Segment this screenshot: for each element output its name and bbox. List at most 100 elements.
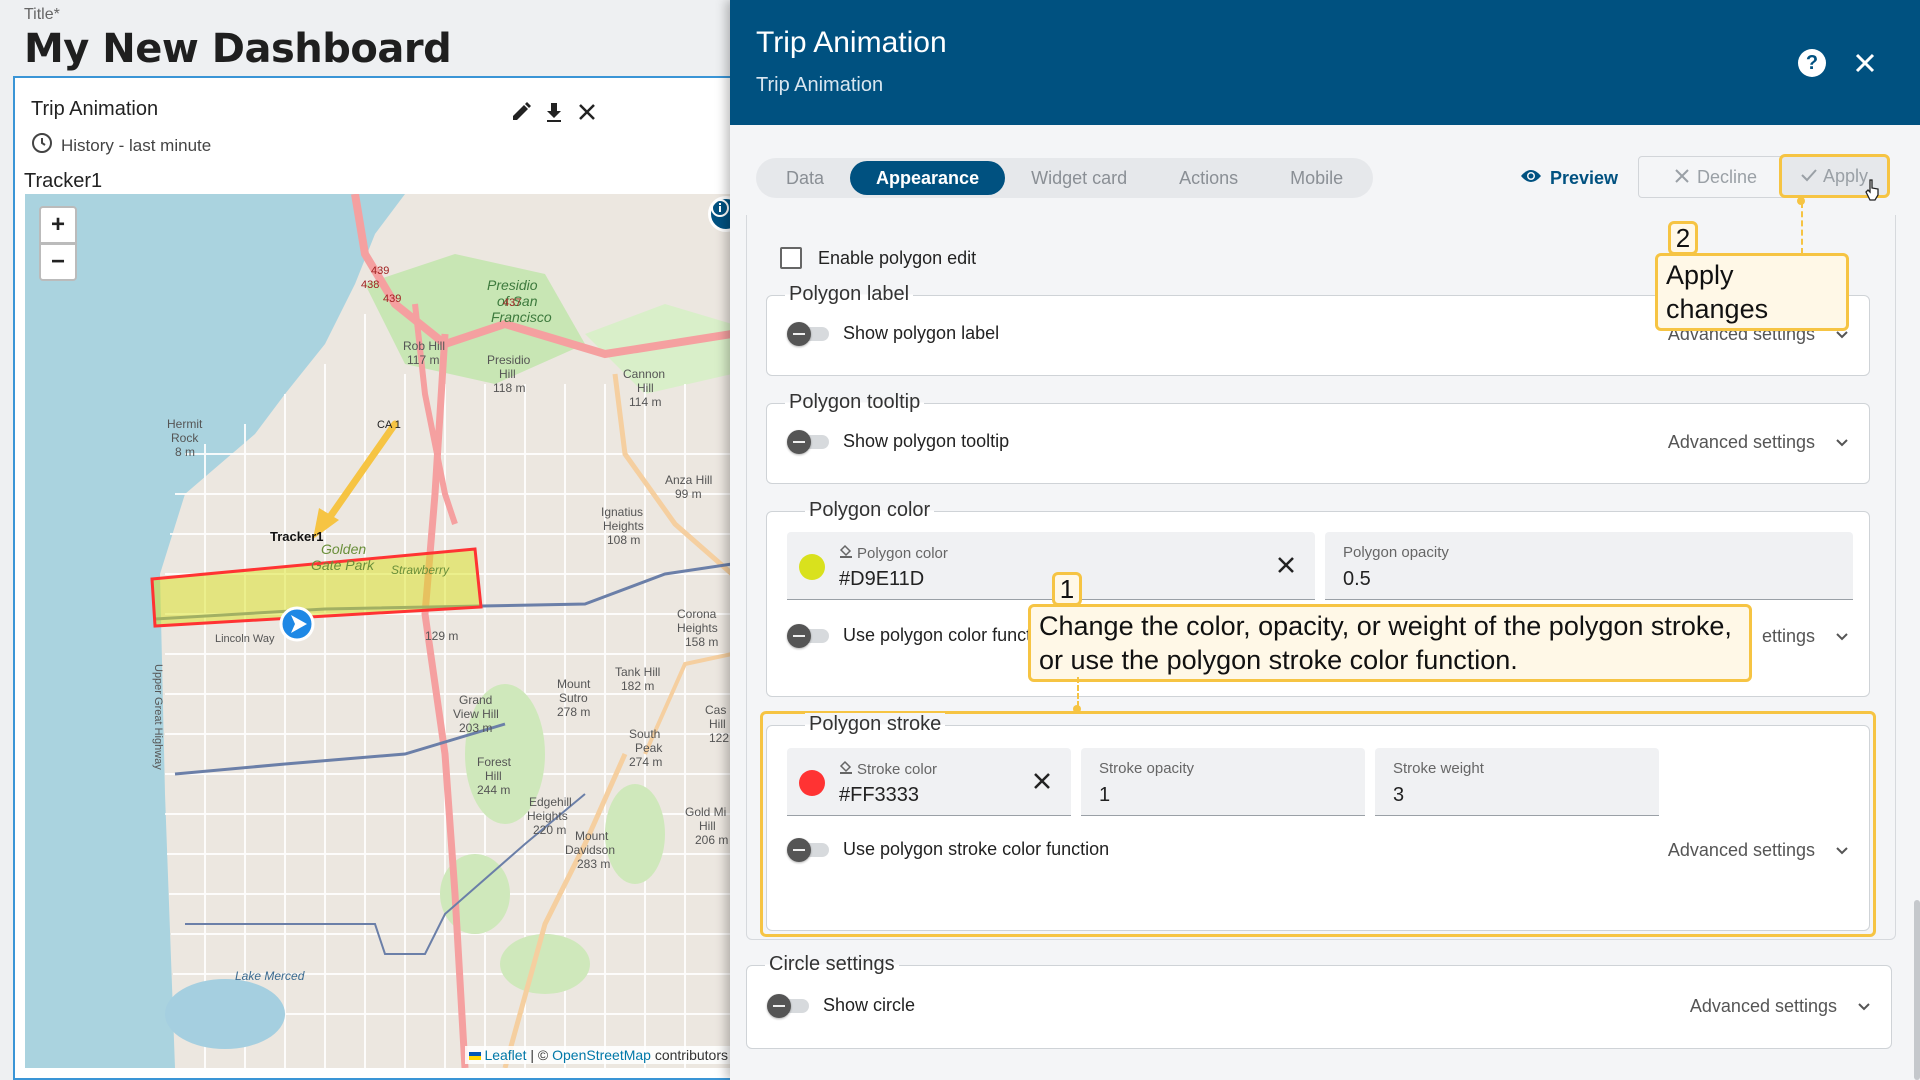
circle-advanced[interactable]: Advanced settings [1690, 996, 1871, 1017]
chevron-down-icon [1857, 996, 1871, 1017]
close-icon[interactable] [573, 98, 601, 126]
polygon-color-swatch[interactable] [799, 554, 825, 580]
map-label-rock: Rock [171, 431, 199, 445]
polygon-opacity-value: 0.5 [1343, 568, 1371, 590]
map-label-presidio: Presidio [487, 277, 538, 293]
callout-2-dot [1797, 197, 1805, 205]
panel-close-icon[interactable] [1848, 46, 1882, 80]
polygon-stroke-advanced[interactable]: Advanced settings [1668, 840, 1849, 861]
map-label-of-san: of San [497, 293, 538, 309]
map-label-ca1: CA 1 [377, 419, 401, 431]
stroke-weight-label: Stroke weight [1393, 760, 1484, 777]
tab-appearance[interactable]: Appearance [850, 161, 1006, 195]
chevron-down-icon [1835, 840, 1849, 861]
map-label-presidio-hill-h: 118 m [493, 381, 525, 395]
dashboard-title[interactable]: My New Dashboard [24, 26, 452, 72]
map-label-gold-mine-h: 206 m [695, 833, 728, 847]
stroke-opacity-label: Stroke opacity [1099, 760, 1195, 777]
stroke-color-field[interactable]: Stroke color #FF3333 [787, 748, 1071, 816]
edit-icon[interactable] [507, 98, 535, 126]
callout-1-dot [1073, 705, 1081, 713]
tab-actions[interactable]: Actions [1179, 167, 1239, 188]
clear-icon[interactable] [1031, 770, 1053, 792]
stroke-weight-field[interactable]: Stroke weight 3 [1375, 748, 1659, 816]
show-polygon-tooltip-row[interactable]: Show polygon tooltip [787, 430, 1009, 454]
chevron-down-icon [1835, 324, 1849, 345]
stroke-weight-value: 3 [1393, 784, 1405, 806]
map-label-south-peak-h: 274 m [629, 755, 662, 769]
map-label-edgehill-h: 220 m [533, 823, 566, 837]
stroke-color-swatch[interactable] [799, 770, 825, 796]
leaflet-link[interactable]: Leaflet [484, 1047, 527, 1063]
map-label-rob-hill-h: 117 m [407, 353, 439, 367]
help-icon[interactable]: ? [1798, 49, 1826, 77]
stroke-opacity-field[interactable]: Stroke opacity 1 [1081, 748, 1365, 816]
trip-polygon[interactable] [150, 547, 483, 628]
dashboard-title-label: Title* [24, 6, 60, 23]
enable-polygon-edit-row[interactable]: Enable polygon edit [780, 247, 976, 269]
map-view[interactable]: Presidio of San Francisco Rob Hill 117 m… [25, 194, 732, 1068]
polygon-tooltip-advanced[interactable]: Advanced settings [1668, 432, 1849, 453]
show-polygon-label-toggle[interactable] [787, 322, 833, 346]
panel-scrollbar[interactable] [1914, 900, 1920, 1080]
apply-button[interactable]: Apply [1779, 154, 1890, 201]
zoom-in-button[interactable]: + [39, 206, 77, 244]
polygon-opacity-field[interactable]: Polygon opacity 0.5 [1325, 532, 1853, 600]
show-polygon-label-row[interactable]: Show polygon label [787, 322, 999, 346]
decline-label: Decline [1696, 166, 1758, 187]
polygon-label-legend: Polygon label [785, 283, 914, 306]
map-label-gold-mine: Gold Mi [685, 805, 726, 819]
download-icon[interactable] [540, 98, 568, 126]
show-polygon-tooltip-toggle[interactable] [787, 430, 833, 454]
polygon-color-function-toggle[interactable] [787, 624, 833, 648]
tab-mobile[interactable]: Mobile [1290, 167, 1344, 188]
map-label-cannon-hill2: Hill [637, 381, 654, 395]
show-circle-row[interactable]: Show circle [767, 994, 915, 1018]
stroke-color-label: Stroke color [839, 760, 937, 778]
polygon-color-label: Polygon color [839, 544, 948, 562]
widget-timewindow[interactable]: History - last minute [31, 132, 211, 159]
enable-polygon-edit-checkbox[interactable] [780, 247, 802, 269]
map-canvas: Presidio of San Francisco Rob Hill 117 m… [25, 194, 732, 1068]
map-label-forest-hill2: Hill [485, 769, 502, 783]
tab-widget-card[interactable]: Widget card [1031, 167, 1128, 188]
zoom-out-button[interactable]: − [39, 243, 77, 281]
stroke-color-value: #FF3333 [839, 784, 920, 806]
map-label-anza-hill: Anza Hill [665, 473, 712, 487]
map-label-edgehill2: Heights [527, 809, 568, 823]
map-label-r437: 437 [503, 297, 521, 309]
polygon-stroke-function-row[interactable]: Use polygon stroke color function [787, 838, 1109, 862]
chevron-down-icon [1835, 432, 1849, 453]
dashboard-header: Title* My New Dashboard [0, 0, 730, 76]
map-label-francisco: Francisco [491, 309, 552, 325]
polygon-color-advanced[interactable]: ettings [1762, 626, 1849, 647]
map-label-mount-davidson2: Davidson [565, 843, 615, 857]
decline-button[interactable]: Decline [1638, 156, 1794, 198]
leaflet-flag-icon [469, 1052, 482, 1061]
tab-data[interactable]: Data [786, 167, 825, 188]
circle-settings-legend: Circle settings [765, 953, 899, 976]
advanced-settings-label: Advanced settings [1667, 432, 1815, 452]
polygon-opacity-label: Polygon opacity [1343, 544, 1449, 561]
polygon-color-field[interactable]: Polygon color #D9E11D [787, 532, 1315, 600]
show-circle-toggle[interactable] [767, 994, 813, 1018]
eye-icon [1520, 168, 1542, 189]
osm-link[interactable]: OpenStreetMap [552, 1047, 651, 1063]
polygon-tooltip-legend: Polygon tooltip [785, 391, 925, 414]
stroke-opacity-value: 1 [1099, 784, 1111, 806]
callout-1-connector [1077, 677, 1079, 707]
map-label-grand-view2: View Hill [453, 707, 499, 721]
map-label-grand-view: Grand [459, 693, 492, 707]
panel-header: Trip Animation Trip Animation ? [730, 0, 1920, 125]
map-label-south-peak: South [629, 727, 660, 741]
clear-icon[interactable] [1275, 554, 1297, 576]
polygon-color-function-row[interactable]: Use polygon color funct [787, 624, 1031, 648]
preview-button[interactable]: Preview [1520, 160, 1618, 196]
map-label-heights: Heights [603, 519, 644, 533]
polygon-stroke-function-toggle[interactable] [787, 838, 833, 862]
map-label-forest-hill: Forest [477, 755, 512, 769]
map-attribution: Leaflet | © OpenStreetMap contributors [465, 1046, 732, 1064]
polygon-stroke-legend: Polygon stroke [805, 713, 946, 736]
info-icon[interactable] [708, 196, 732, 232]
map-label-upper-great-highway: Upper Great Highway [152, 664, 164, 770]
